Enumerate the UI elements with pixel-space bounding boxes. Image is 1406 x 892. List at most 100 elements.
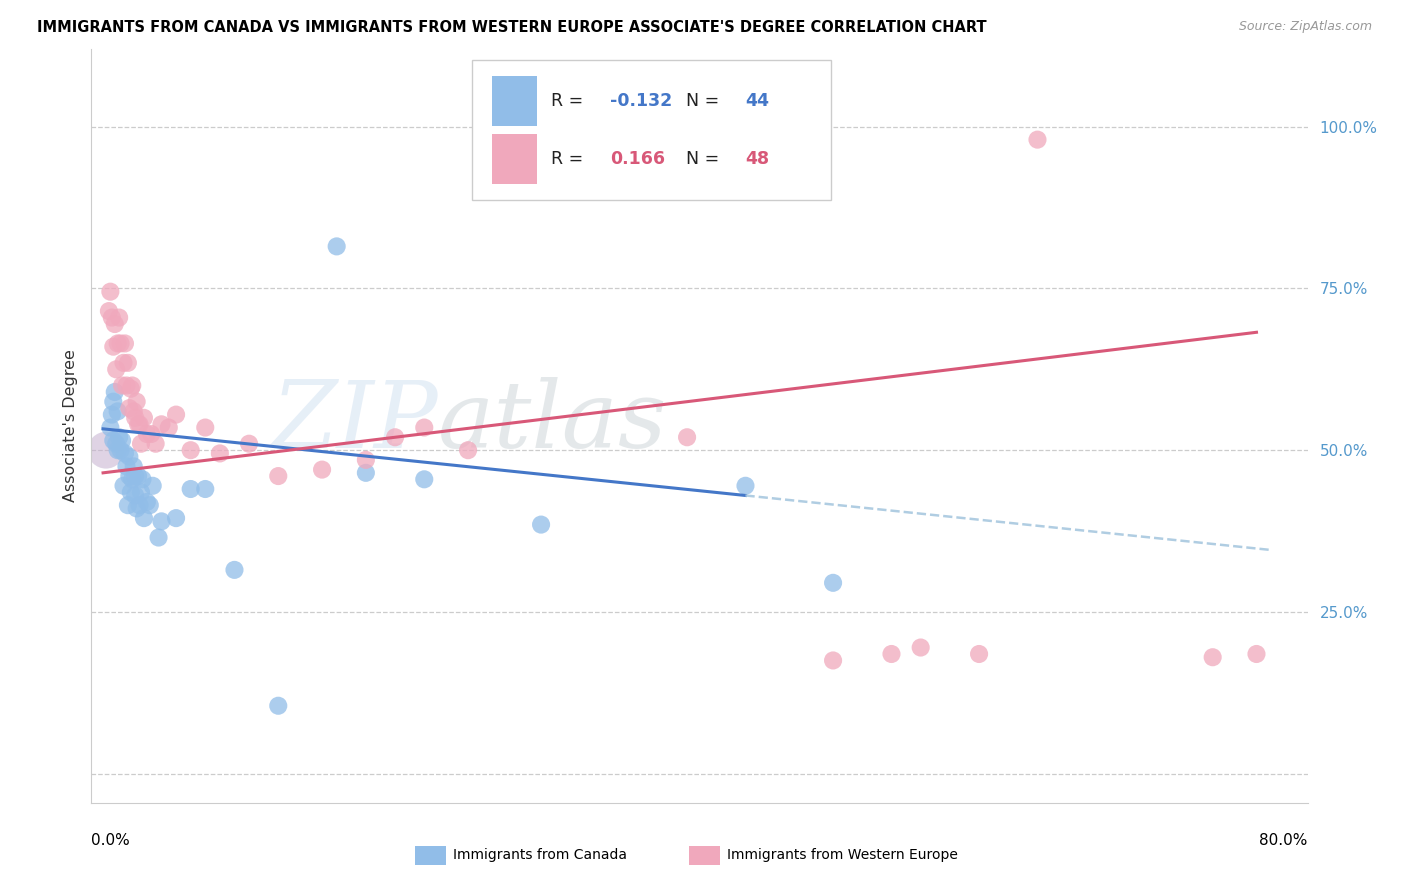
Point: [118, 450, 141, 464]
Point: [98, 420, 121, 434]
Text: 48: 48: [745, 150, 769, 168]
Point: [101, 408, 124, 422]
Point: [384, 430, 406, 444]
Point: [823, 575, 845, 590]
Point: [112, 356, 135, 370]
Point: [413, 420, 436, 434]
Point: [103, 434, 125, 448]
Text: R =: R =: [551, 150, 589, 168]
Point: [150, 417, 173, 432]
Point: [127, 417, 149, 432]
Point: [413, 472, 436, 486]
Point: [108, 430, 131, 444]
Point: [115, 378, 138, 392]
Point: [112, 479, 135, 493]
Point: [238, 436, 260, 450]
Text: atlas: atlas: [439, 377, 668, 467]
Point: [128, 498, 150, 512]
Point: [132, 511, 155, 525]
Point: [880, 647, 903, 661]
Point: [115, 459, 138, 474]
Point: [120, 382, 142, 396]
Point: [117, 498, 139, 512]
Point: [165, 408, 187, 422]
Text: N =: N =: [686, 150, 725, 168]
Point: [145, 436, 167, 450]
Point: [142, 479, 165, 493]
Point: [94, 443, 117, 458]
Text: 44: 44: [745, 92, 769, 110]
Point: [148, 531, 170, 545]
Point: [311, 462, 333, 476]
Point: [120, 485, 142, 500]
Point: [107, 336, 129, 351]
Point: [127, 469, 149, 483]
Point: [157, 420, 180, 434]
Point: [676, 430, 699, 444]
Point: [165, 511, 187, 525]
Y-axis label: Associate's Degree: Associate's Degree: [62, 350, 77, 502]
Point: [97, 304, 120, 318]
Point: [180, 443, 202, 458]
Text: -0.132: -0.132: [610, 92, 672, 110]
Point: [125, 501, 148, 516]
Point: [94, 443, 117, 458]
FancyBboxPatch shape: [472, 61, 831, 200]
Point: [118, 401, 141, 416]
Point: [354, 466, 377, 480]
Point: [141, 427, 163, 442]
Point: [118, 469, 141, 483]
Point: [823, 653, 845, 667]
Point: [98, 285, 121, 299]
Text: 0.166: 0.166: [610, 150, 665, 168]
Point: [208, 446, 231, 460]
Point: [132, 410, 155, 425]
Point: [105, 362, 128, 376]
Point: [124, 469, 146, 483]
Point: [108, 310, 131, 325]
Point: [139, 498, 162, 512]
Point: [267, 469, 290, 483]
Point: [101, 310, 124, 325]
Point: [104, 317, 127, 331]
Text: ZIP: ZIP: [271, 377, 439, 467]
Point: [114, 336, 136, 351]
Point: [1026, 133, 1049, 147]
Point: [910, 640, 932, 655]
Point: [267, 698, 290, 713]
Point: [1202, 650, 1225, 665]
Point: [103, 340, 125, 354]
Text: 0.0%: 0.0%: [91, 833, 131, 847]
Point: [967, 647, 990, 661]
Point: [194, 482, 217, 496]
Point: [354, 453, 377, 467]
Point: [734, 479, 756, 493]
Text: 80.0%: 80.0%: [1260, 833, 1308, 847]
Text: Immigrants from Western Europe: Immigrants from Western Europe: [727, 848, 957, 863]
Point: [104, 384, 127, 399]
Point: [103, 394, 125, 409]
Point: [111, 434, 134, 448]
Point: [224, 563, 246, 577]
Point: [128, 417, 150, 432]
Text: IMMIGRANTS FROM CANADA VS IMMIGRANTS FROM WESTERN EUROPE ASSOCIATE'S DEGREE CORR: IMMIGRANTS FROM CANADA VS IMMIGRANTS FRO…: [37, 20, 986, 35]
Point: [117, 356, 139, 370]
Point: [122, 459, 145, 474]
Point: [122, 404, 145, 418]
Point: [110, 336, 132, 351]
Point: [114, 446, 136, 460]
Point: [325, 239, 347, 253]
Bar: [492, 76, 537, 126]
Point: [150, 514, 173, 528]
Point: [121, 378, 143, 392]
Point: [131, 472, 153, 486]
Point: [124, 410, 146, 425]
Point: [180, 482, 202, 496]
Point: [121, 472, 143, 486]
Text: Immigrants from Canada: Immigrants from Canada: [453, 848, 627, 863]
Point: [135, 495, 157, 509]
Point: [111, 378, 134, 392]
Point: [1246, 647, 1268, 661]
Point: [194, 420, 217, 434]
Point: [457, 443, 479, 458]
